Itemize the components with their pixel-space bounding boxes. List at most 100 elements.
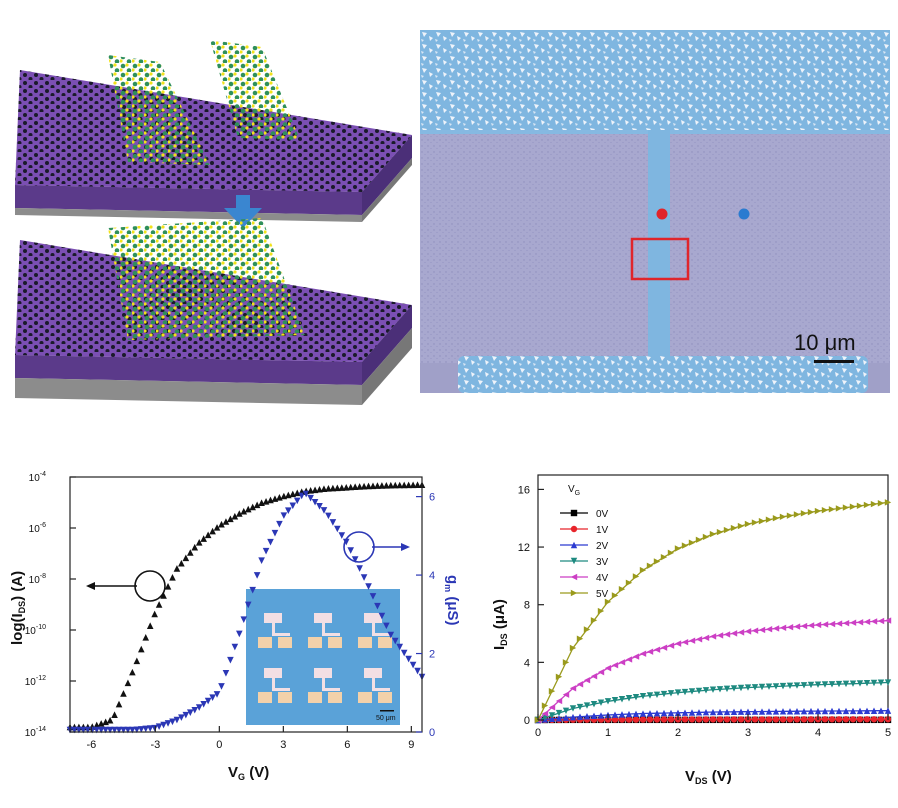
transconductance-data-point	[137, 726, 145, 733]
y-tick-label: 8	[524, 600, 530, 612]
transconductance-data-point	[222, 670, 230, 677]
series-data-point	[709, 716, 717, 723]
series-data-point	[695, 636, 703, 643]
series-data-point	[835, 716, 843, 723]
transconductance-data-point	[93, 726, 101, 734]
transconductance-data-point	[187, 709, 194, 717]
transconductance-data-point	[231, 643, 239, 651]
series-data-point	[772, 625, 780, 632]
series-data-point	[849, 503, 857, 510]
series-data-point	[604, 698, 612, 705]
series-data-point	[597, 712, 605, 719]
series-data-point	[632, 653, 640, 660]
series-data-point	[674, 689, 682, 696]
current-data-point	[124, 679, 132, 687]
current-data-point	[204, 531, 212, 539]
series-data-point	[583, 702, 591, 709]
series-data-point	[828, 506, 836, 513]
transconductance-data-point	[75, 726, 83, 734]
series-data-point	[814, 507, 822, 515]
current-data-point	[356, 483, 363, 490]
series-data-point	[835, 505, 843, 512]
series-data-point	[737, 716, 745, 723]
x-tick-label: 2	[675, 727, 681, 739]
series-data-point	[625, 710, 633, 718]
series-data-point	[548, 712, 556, 719]
current-data-point	[120, 690, 127, 697]
series-data-point	[639, 566, 647, 574]
series-data-point	[821, 707, 829, 715]
series-data-point	[653, 646, 661, 653]
series-data-point	[548, 715, 556, 723]
transconductance-data-point	[414, 667, 421, 675]
series-data-point	[821, 716, 829, 723]
series-data-point	[884, 617, 892, 624]
transconductance-data-point	[360, 574, 368, 581]
y-tick-label: 12	[518, 542, 530, 554]
series-data-point	[562, 707, 570, 714]
series-data-point	[751, 716, 759, 723]
transconductance-data-point	[191, 706, 199, 714]
series-data-point	[583, 677, 591, 684]
transconductance-data-point	[316, 503, 323, 510]
series-data-point	[695, 709, 703, 716]
series-data-point	[877, 716, 885, 723]
transconductance-data-point	[293, 497, 301, 505]
series-data-point	[786, 682, 794, 690]
series-data-point	[660, 709, 668, 717]
series-data-point	[590, 617, 598, 624]
transconductance-data-point	[262, 547, 270, 555]
current-data-point	[160, 592, 167, 599]
transconductance-data-point	[276, 520, 283, 528]
series-data-point	[583, 713, 591, 720]
series-data-point	[576, 635, 584, 642]
current-data-point	[374, 482, 381, 489]
series-data-point	[604, 664, 612, 672]
current-data-point	[213, 524, 221, 531]
series-data-point	[674, 640, 682, 647]
current-data-point	[400, 481, 408, 489]
transconductance-data-point	[391, 637, 399, 645]
transconductance-data-point	[356, 565, 363, 572]
transconductance-data-point	[258, 557, 265, 565]
series-data-point	[870, 716, 878, 723]
series-data-point	[681, 638, 689, 646]
current-data-point	[391, 481, 399, 489]
series-data-point	[618, 696, 626, 703]
series-data-point	[688, 688, 696, 695]
series-data-point	[772, 716, 780, 723]
series-data-point	[793, 716, 801, 723]
series-data-point	[758, 708, 766, 715]
series-data-point	[807, 508, 815, 516]
current-data-point	[151, 610, 158, 618]
transconductance-data-point	[115, 726, 123, 734]
transconductance-data-point	[227, 656, 234, 664]
series-data-point	[702, 709, 710, 716]
series-data-point	[716, 686, 724, 693]
series-data-point	[555, 697, 563, 705]
series-data-point	[765, 683, 773, 690]
left-tick-label: 10-10	[25, 624, 46, 637]
legend-swatch-marker	[570, 541, 578, 549]
series-data-point	[870, 618, 878, 625]
legend-swatch-marker	[570, 509, 578, 517]
series-data-point	[870, 500, 878, 508]
inset-scale-label: 50 μm	[376, 715, 396, 722]
series-data-point	[618, 716, 626, 723]
series-data-point	[611, 711, 619, 718]
series-data-point	[611, 716, 619, 723]
series-data-point	[695, 687, 703, 695]
series-data-point	[779, 513, 787, 520]
legend-label: 5V	[596, 589, 609, 600]
series-data-point	[716, 528, 724, 536]
series-data-point	[667, 549, 675, 557]
series-data-point	[863, 618, 871, 626]
series-data-point	[639, 710, 647, 717]
left-tick-label: 10-4	[29, 471, 46, 484]
series-data-point	[555, 715, 563, 722]
series-data-point	[751, 627, 759, 634]
series-data-point	[716, 708, 724, 716]
current-data-point	[178, 559, 185, 567]
series-data-point	[842, 707, 850, 715]
series-data-point	[800, 682, 808, 689]
